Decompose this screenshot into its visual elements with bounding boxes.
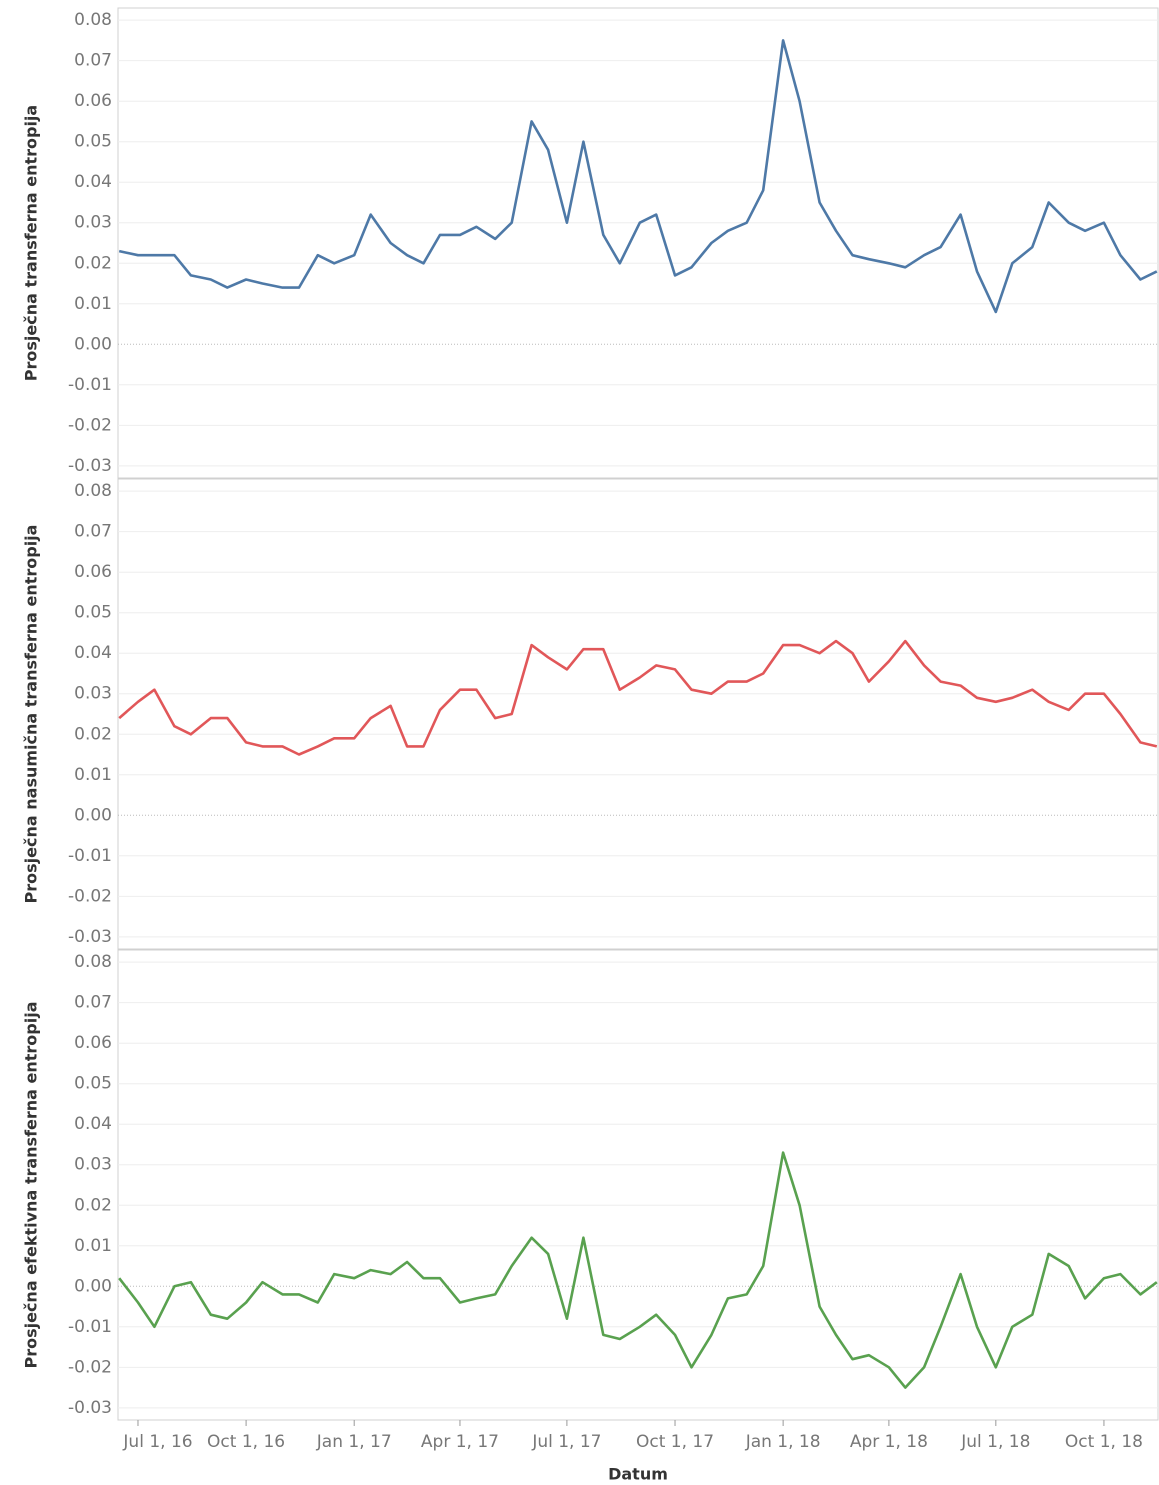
y-tick-label: 0.03: [74, 1155, 112, 1175]
y-tick-label: 0.07: [74, 993, 112, 1013]
x-tick-label: Jan 1, 18: [745, 1432, 821, 1452]
x-tick-label: Jul 1, 16: [122, 1432, 192, 1452]
x-tick-label: Oct 1, 16: [207, 1432, 285, 1452]
y-tick-label: 0.05: [74, 1074, 112, 1094]
y-tick-label: 0.01: [74, 765, 112, 785]
panel-frame: [117, 478, 1159, 950]
y-tick-label: 0.01: [74, 1236, 112, 1256]
x-tick-label: Apr 1, 17: [421, 1432, 499, 1452]
y-tick-label: 0.03: [74, 213, 112, 233]
y-tick-label: -0.02: [68, 886, 112, 906]
y-tick-label: 0.00: [74, 1276, 112, 1296]
y-tick-label: 0.08: [74, 10, 112, 30]
y-tick-label: 0.04: [74, 1114, 112, 1134]
series-line: [118, 1151, 1158, 1389]
y-tick-label: 0.06: [74, 1033, 112, 1053]
y-tick-label: 0.00: [74, 805, 112, 825]
x-tick-label: Oct 1, 18: [1065, 1432, 1143, 1452]
x-tick-label: Oct 1, 17: [636, 1432, 714, 1452]
y-tick-label: 0.02: [74, 253, 112, 273]
y-axis-title: Prosječna efektivna transferna entropija: [22, 1001, 41, 1368]
series-line: [118, 639, 1158, 756]
x-tick-label: Jul 1, 17: [531, 1432, 601, 1452]
y-tick-label: 0.07: [74, 51, 112, 71]
x-tick-label: Jul 1, 18: [960, 1432, 1030, 1452]
y-tick-label: 0.01: [74, 294, 112, 314]
y-tick-label: 0.06: [74, 562, 112, 582]
x-axis-title: Datum: [608, 1465, 668, 1484]
y-tick-label: -0.02: [68, 415, 112, 435]
x-tick-label: Apr 1, 18: [850, 1432, 928, 1452]
y-tick-label: -0.03: [68, 927, 112, 947]
y-tick-label: 0.08: [74, 952, 112, 972]
y-tick-label: 0.04: [74, 172, 112, 192]
y-tick-label: 0.06: [74, 91, 112, 111]
x-tick-label: Jan 1, 17: [316, 1432, 392, 1452]
y-axis-title: Prosječna transferna entropija: [22, 105, 41, 381]
y-tick-label: -0.02: [68, 1357, 112, 1377]
y-tick-label: 0.04: [74, 643, 112, 663]
y-tick-label: 0.02: [74, 724, 112, 744]
panel-frame: [117, 7, 1159, 479]
y-tick-label: -0.03: [68, 456, 112, 476]
y-tick-label: -0.03: [68, 1398, 112, 1418]
y-tick-label: -0.01: [68, 1317, 112, 1337]
y-tick-label: 0.02: [74, 1195, 112, 1215]
y-tick-label: 0.07: [74, 522, 112, 542]
y-tick-label: 0.05: [74, 132, 112, 152]
y-tick-label: -0.01: [68, 846, 112, 866]
y-tick-label: 0.00: [74, 334, 112, 354]
series-line: [118, 39, 1158, 314]
y-axis-title: Prosječna nasumična transferna entropija: [22, 525, 41, 904]
y-tick-label: 0.05: [74, 603, 112, 623]
y-tick-label: -0.01: [68, 375, 112, 395]
y-tick-label: 0.03: [74, 684, 112, 704]
y-tick-label: 0.08: [74, 481, 112, 501]
panel-frame: [117, 949, 1159, 1421]
